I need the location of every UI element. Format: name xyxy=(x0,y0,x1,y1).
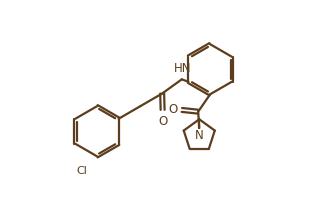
Text: N: N xyxy=(195,129,204,142)
Text: O: O xyxy=(169,103,178,117)
Text: Cl: Cl xyxy=(76,166,87,176)
Text: O: O xyxy=(158,115,167,128)
Text: HN: HN xyxy=(174,62,192,75)
